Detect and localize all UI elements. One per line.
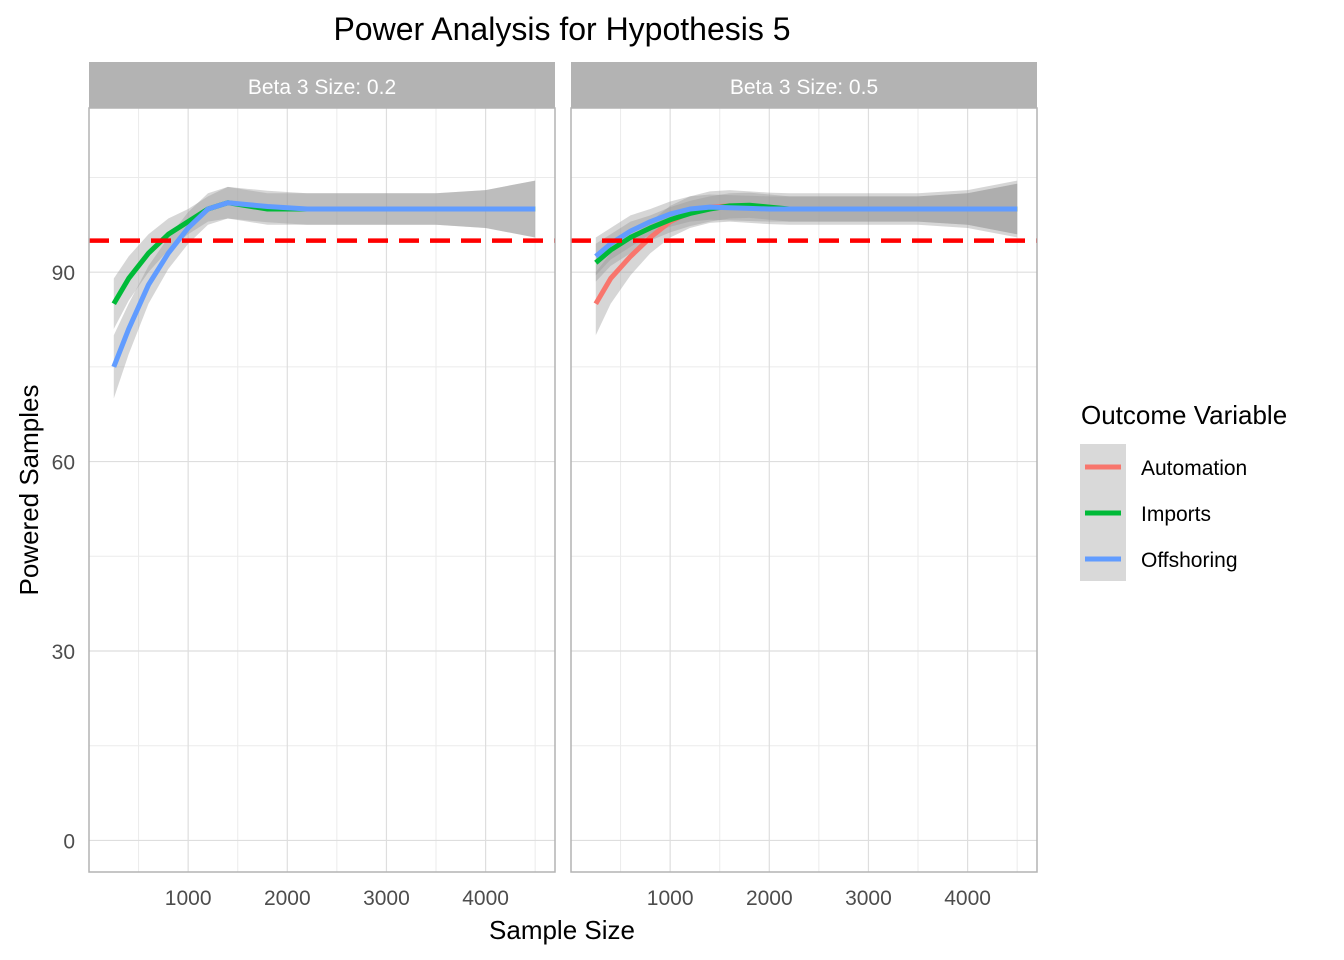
y-tick-label: 30 [52, 641, 75, 664]
x-tick-label: 3000 [363, 887, 410, 910]
panel-border [570, 107, 1038, 873]
x-tick-label: 1000 [165, 887, 212, 910]
panel-1: Beta 3 Size: 0.2 1000 2000 3000 4000 [88, 62, 556, 910]
y-tick-label: 0 [63, 830, 75, 853]
x-axis-title: Sample Size [489, 915, 635, 945]
confidence-ribbon-imports [113, 180, 536, 329]
panel-strip-label: Beta 3 Size: 0.2 [248, 76, 396, 99]
legend-title: Outcome Variable [1081, 400, 1287, 430]
x-tick-label: 2000 [264, 887, 311, 910]
series-line-offshoring [111, 200, 536, 368]
x-tick-label: 3000 [845, 887, 892, 910]
panel-border [88, 107, 556, 873]
legend: Outcome Variable Automation Imports Offs… [1080, 400, 1287, 581]
legend-label-offshoring: Offshoring [1141, 549, 1238, 572]
y-tick-label: 60 [52, 452, 75, 475]
series-line-offshoring [594, 204, 1018, 259]
legend-label-automation: Automation [1141, 457, 1247, 480]
panel-strip [571, 62, 1037, 108]
confidence-ribbon-automation [595, 180, 1018, 336]
x-tick-label: 2000 [746, 887, 793, 910]
x-tick-label: 4000 [944, 887, 991, 910]
legend-label-imports: Imports [1141, 503, 1211, 526]
chart-title: Power Analysis for Hypothesis 5 [333, 11, 790, 47]
y-axis-title: Powered Samples [14, 385, 44, 596]
x-tick-label: 1000 [647, 887, 694, 910]
confidence-ribbon-offshoring [113, 180, 536, 399]
x-tick-label: 4000 [462, 887, 509, 910]
y-tick-label: 90 [52, 262, 75, 285]
panel-strip [89, 62, 555, 108]
panel-strip-label: Beta 3 Size: 0.5 [730, 76, 878, 99]
panel-2: Beta 3 Size: 0.5 1000 2000 3000 4000 [570, 62, 1038, 910]
